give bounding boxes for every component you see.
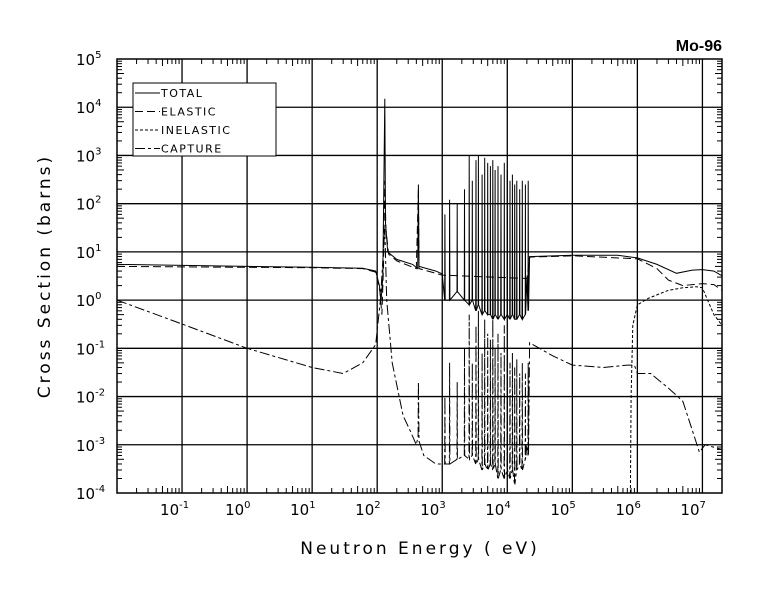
x-tick-label: 106 — [615, 500, 640, 519]
x-axis-title: Neutron Energy ( eV) — [300, 539, 540, 559]
plot-frame — [116, 58, 723, 494]
minor-ticks — [117, 59, 723, 493]
x-tick-label: 105 — [550, 500, 575, 519]
y-tick-label: 10-3 — [76, 436, 105, 455]
series-elastic-line — [116, 180, 723, 315]
legend-label-inelastic: INELASTIC — [161, 124, 231, 137]
legend-label-elastic: ELASTIC — [161, 106, 217, 119]
legend-label-capture: CAPTURE — [161, 143, 223, 156]
legend-label-total: TOTAL — [160, 87, 203, 100]
x-tick-label: 102 — [355, 500, 380, 519]
legend: TOTAL ELASTIC INELASTIC CAPTURE — [132, 82, 277, 157]
y-tick-label: 100 — [76, 291, 101, 310]
y-tick-labels: 105 104 103 102 101 100 10-1 10-2 10-3 10-4 — [76, 50, 105, 503]
y-tick-label: 105 — [76, 50, 101, 69]
x-tick-label: 107 — [680, 500, 705, 519]
y-tick-label: 102 — [76, 195, 101, 214]
x-tick-label: 103 — [420, 500, 445, 519]
series-inelastic-line — [629, 286, 723, 494]
y-tick-label: 103 — [76, 146, 101, 165]
series-total-line — [116, 98, 723, 322]
x-tick-label: 10-1 — [160, 500, 189, 519]
y-tick-label: 104 — [76, 98, 101, 117]
y-tick-label: 101 — [76, 243, 101, 262]
x-tick-label: 100 — [225, 500, 250, 519]
x-tick-label: 104 — [485, 500, 510, 519]
series-lines — [116, 98, 723, 494]
y-axis-title: Cross Section (barns) — [35, 154, 55, 398]
y-tick-label: 10-2 — [76, 388, 105, 407]
legend-box — [132, 82, 277, 157]
x-tick-labels: 10-1 100 101 102 103 104 105 106 107 — [160, 500, 706, 519]
y-tick-label: 10-1 — [76, 339, 105, 358]
x-tick-label: 101 — [290, 500, 315, 519]
chart-title: Mo-96 — [676, 38, 722, 55]
y-tick-label: 10-4 — [76, 484, 105, 503]
